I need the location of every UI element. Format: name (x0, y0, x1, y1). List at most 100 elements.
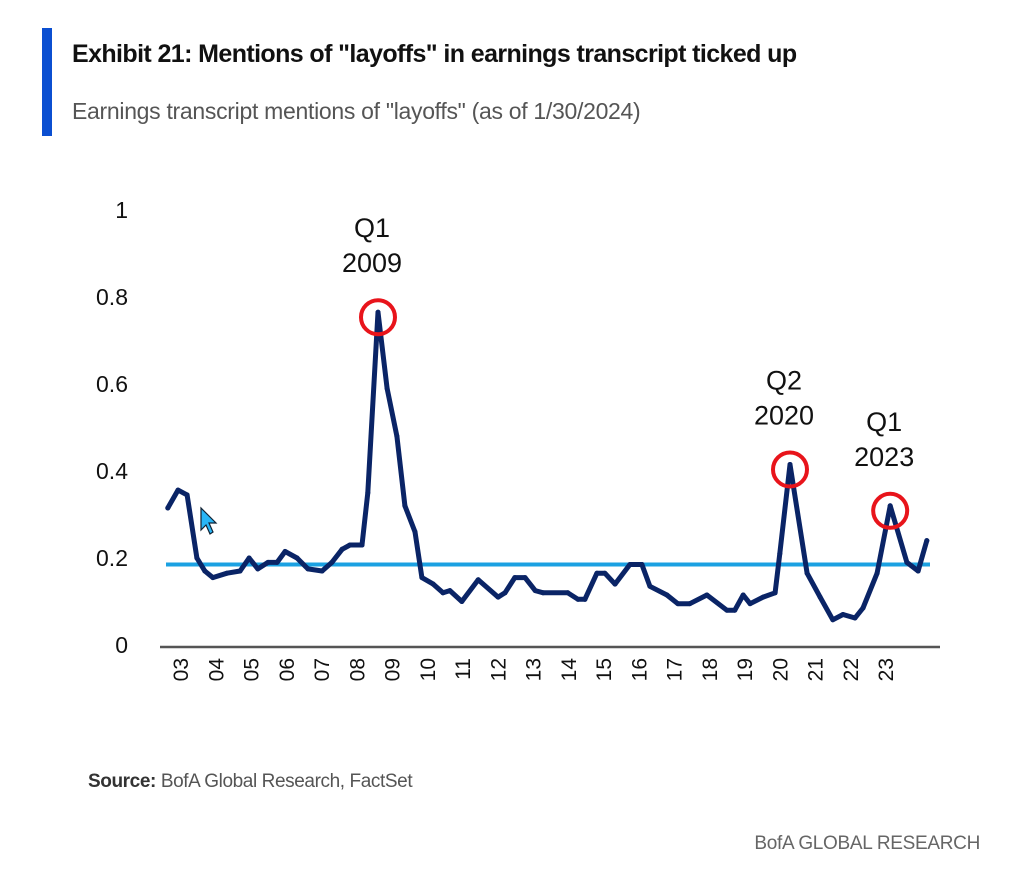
data-point (687, 601, 693, 607)
data-point (412, 529, 418, 535)
data-point (246, 555, 252, 561)
annotation-year: 2020 (754, 400, 814, 430)
x-tick-label: 21 (805, 658, 828, 681)
data-point (627, 562, 633, 568)
annotation-quarter: Q1 (354, 213, 390, 243)
data-point (184, 492, 190, 498)
x-tick-label: 14 (558, 658, 581, 682)
data-point (804, 570, 810, 576)
source-text: BofA Global Research, FactSet (155, 771, 413, 792)
x-tick-label: 20 (769, 658, 792, 681)
annotation-quarter: Q1 (866, 407, 902, 437)
x-tick-label: 15 (593, 658, 616, 681)
x-tick-label: 23 (875, 658, 898, 681)
data-point (339, 546, 345, 552)
data-point (675, 601, 681, 607)
data-point (402, 503, 408, 509)
data-point (887, 503, 893, 509)
data-point (447, 588, 453, 594)
x-tick-label: 19 (734, 658, 757, 681)
data-point (594, 570, 600, 576)
x-tick-label: 22 (840, 658, 863, 681)
y-tick-label: 0.4 (96, 458, 128, 484)
x-tick-label: 07 (311, 658, 334, 681)
footer-brand: BofA GLOBAL RESEARCH (754, 833, 980, 854)
data-point (329, 559, 335, 565)
x-tick-label: 11 (452, 658, 475, 680)
y-tick-label: 0.8 (96, 284, 128, 310)
data-point (575, 596, 581, 602)
data-point (704, 592, 710, 598)
data-point (915, 568, 921, 574)
data-point (602, 570, 608, 576)
peak-highlight-circle (770, 450, 809, 489)
x-tick-label: 16 (628, 658, 651, 681)
x-tick-label: 04 (205, 658, 228, 682)
x-tick-label: 05 (241, 658, 264, 681)
x-tick-label: 10 (417, 658, 440, 681)
x-tick-label: 08 (346, 658, 369, 681)
series-line (165, 309, 930, 623)
data-point (522, 575, 528, 581)
data-point (924, 538, 930, 544)
data-point (860, 605, 866, 611)
data-point (840, 612, 846, 618)
data-point (255, 566, 261, 572)
data-point (237, 568, 243, 574)
data-point (459, 599, 465, 604)
data-point (512, 575, 518, 581)
data-point (394, 433, 400, 439)
chart-title: Exhibit 21: Mentions of "layoffs" in ear… (72, 40, 797, 68)
data-point (475, 577, 481, 583)
data-point (639, 562, 645, 568)
data-point (532, 588, 538, 594)
data-point (347, 542, 353, 548)
data-point (724, 607, 730, 613)
data-point (565, 590, 571, 596)
annotation-year: 2009 (342, 248, 402, 278)
x-tick-label: 17 (664, 658, 687, 681)
data-point (495, 594, 501, 600)
y-tick-label: 0.6 (96, 371, 128, 397)
mouse-cursor-icon (200, 506, 218, 535)
chart-subtitle: Earnings transcript mentions of "layoffs… (72, 98, 641, 124)
data-point (305, 566, 311, 572)
x-tick-label: 09 (382, 658, 405, 681)
data-point (502, 590, 508, 596)
data-point (210, 575, 216, 581)
data-point (664, 592, 670, 598)
source-note: Source: BofA Global Research, FactSet (88, 771, 413, 793)
x-tick-label: 06 (276, 658, 299, 681)
data-point (294, 555, 300, 561)
data-point (540, 590, 546, 596)
data-point (375, 309, 381, 315)
data-point (194, 555, 200, 561)
data-point (852, 615, 858, 621)
data-point (175, 487, 181, 493)
data-point (732, 607, 738, 613)
data-point (384, 385, 390, 391)
source-label: Source: (88, 771, 156, 792)
data-point (817, 594, 823, 600)
annotation-year: 2023 (854, 442, 914, 472)
x-tick-label: 03 (170, 658, 193, 681)
data-point (165, 505, 171, 511)
data-point (787, 461, 793, 467)
data-point (224, 570, 230, 576)
data-point (440, 590, 446, 596)
data-point (874, 570, 880, 576)
data-point (282, 548, 288, 554)
data-point (582, 596, 588, 602)
y-tick-label: 1 (115, 197, 128, 223)
data-point (365, 490, 371, 496)
data-point (274, 559, 280, 565)
data-point (430, 581, 436, 587)
x-tick-label: 13 (523, 658, 546, 681)
data-point (419, 575, 425, 581)
data-point (647, 583, 653, 589)
data-point (777, 551, 783, 557)
y-tick-label: 0.2 (96, 545, 128, 571)
data-point (265, 559, 271, 565)
x-tick-label: 18 (699, 658, 722, 681)
